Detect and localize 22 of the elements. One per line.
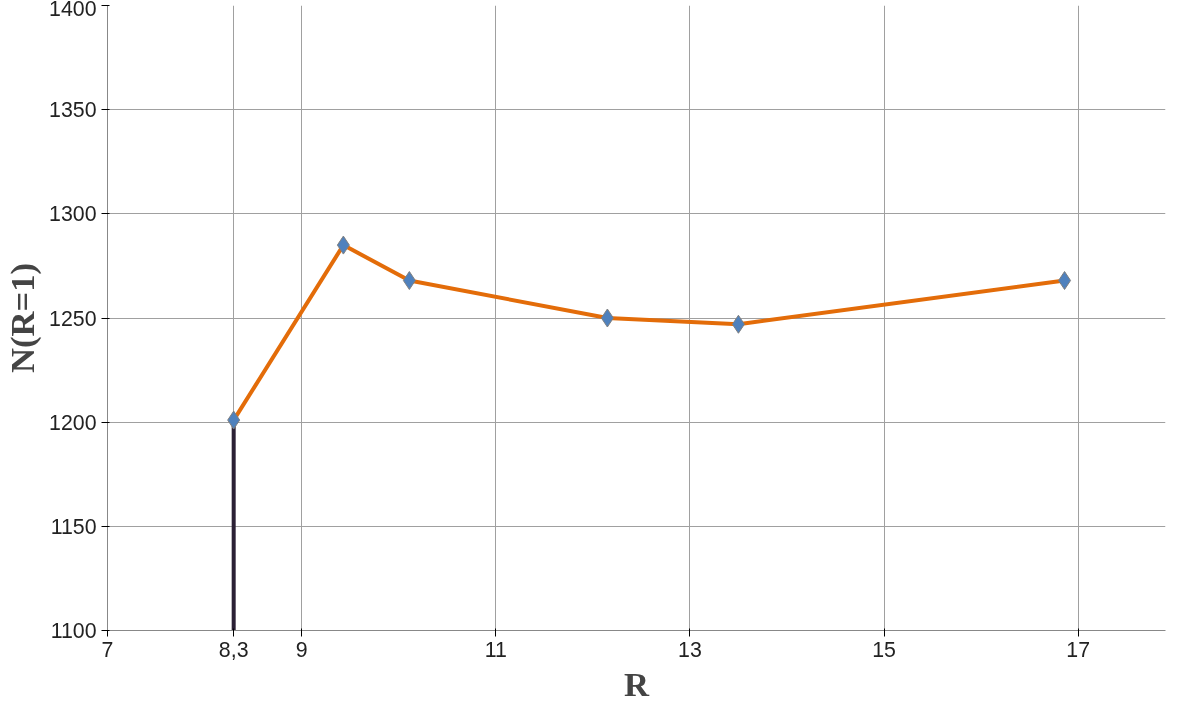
y-tick-label: 1150 xyxy=(50,514,97,539)
x-tick-label: 15 xyxy=(872,637,896,662)
point xyxy=(336,235,350,255)
y-tick-label: 1100 xyxy=(50,619,97,643)
point xyxy=(402,271,416,290)
x-tick-label: 8,3 xyxy=(218,637,249,662)
y-tick-label: 1250 xyxy=(49,306,97,331)
point xyxy=(731,314,745,334)
y-tick-label: 1200 xyxy=(49,410,97,435)
x-axis-title: R xyxy=(623,664,650,703)
y-axis-title: N(R=1) xyxy=(3,262,43,374)
x-tick-label: 13 xyxy=(678,637,702,662)
y-tick-label: 1300 xyxy=(49,202,97,227)
y-tick-label: 1350 xyxy=(49,98,97,123)
x-tick-label: 17 xyxy=(1066,637,1091,662)
x-tick-label: 11 xyxy=(484,637,507,662)
y-tick-label: 1400 xyxy=(49,0,97,21)
x-tick-label: 7 xyxy=(101,637,114,662)
point xyxy=(600,308,614,328)
x-tick-label: 9 xyxy=(295,637,308,662)
point xyxy=(1058,271,1072,290)
point xyxy=(227,410,241,430)
